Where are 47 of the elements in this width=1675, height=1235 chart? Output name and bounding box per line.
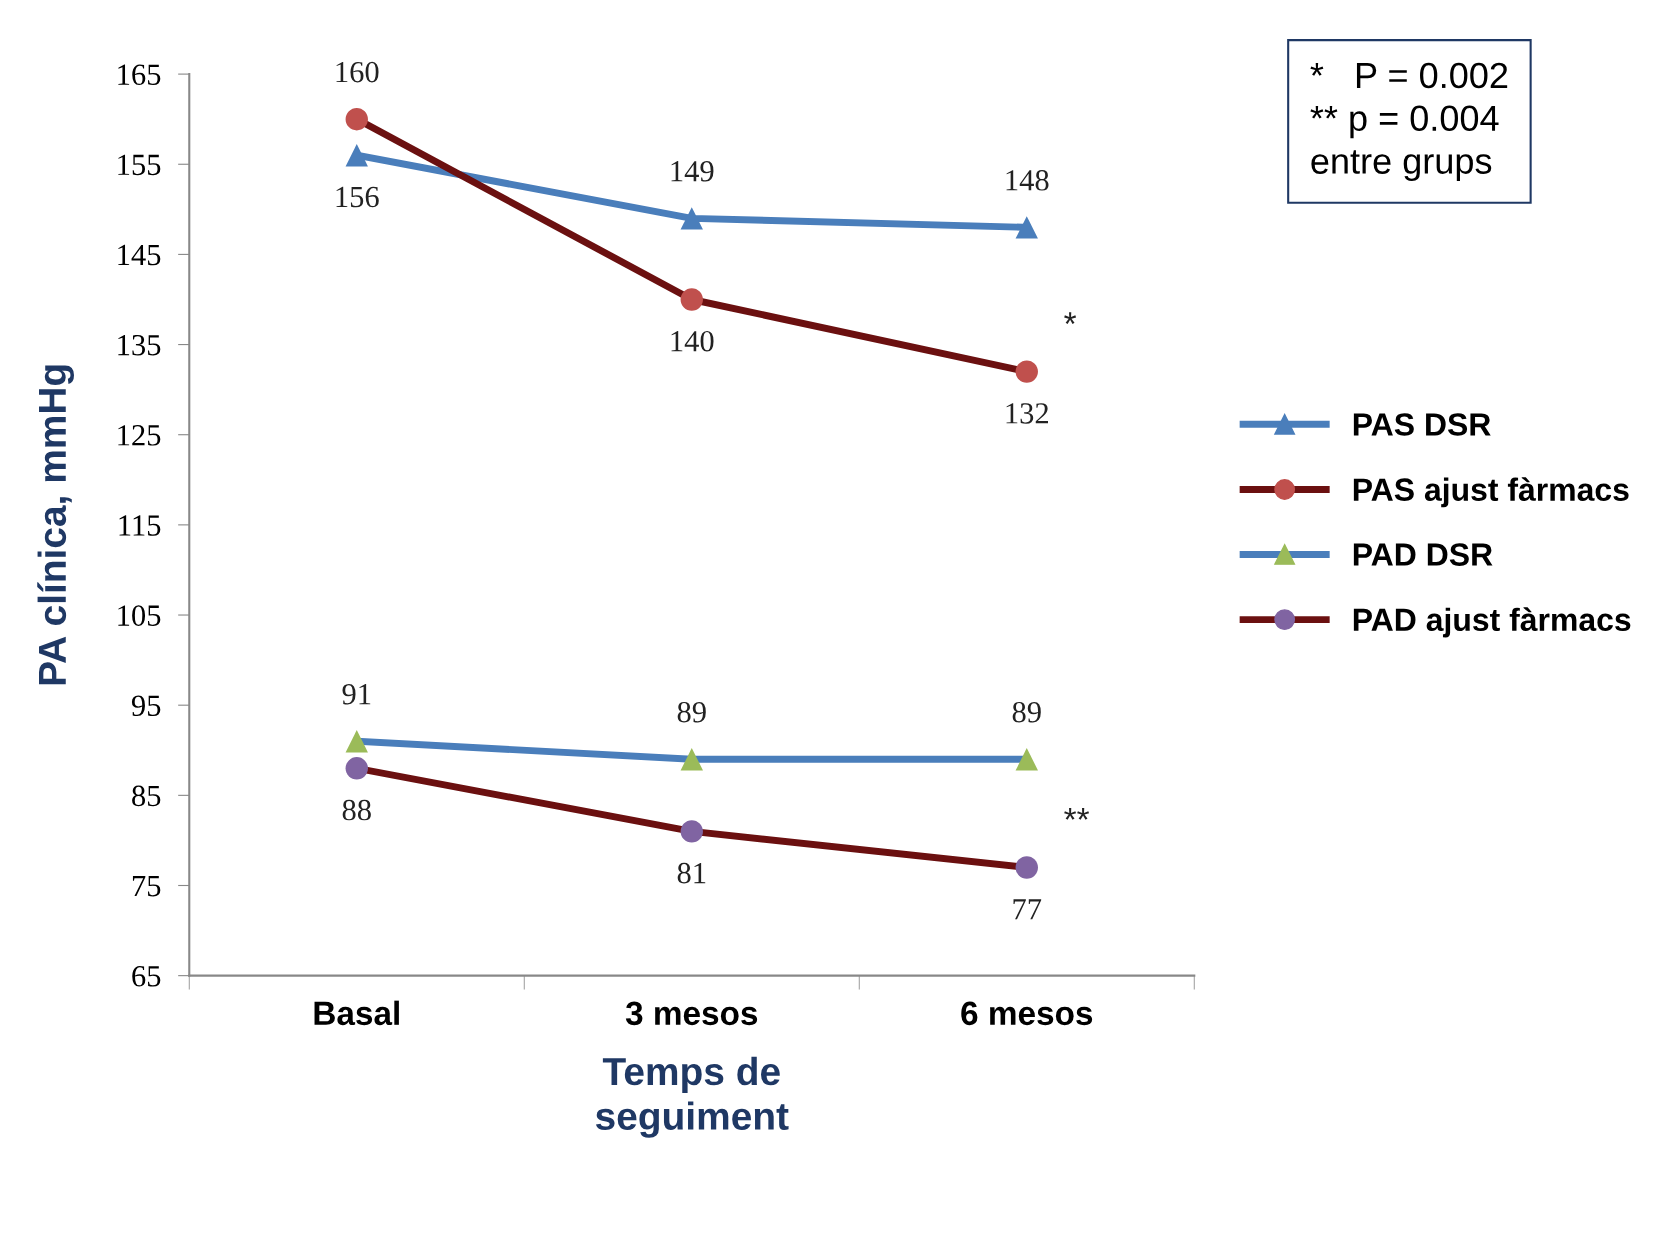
y-tick-label: 135 — [118, 334, 161, 356]
annotation: ** — [1064, 808, 1090, 820]
y-tick-label: 65 — [132, 966, 161, 987]
legend-label: PAS DSR — [1353, 413, 1491, 436]
point — [345, 107, 368, 131]
y-tick-label: 125 — [118, 425, 161, 446]
data-label: 89 — [1012, 701, 1041, 723]
data-label: 160 — [336, 61, 379, 83]
point — [1015, 216, 1038, 239]
point — [1015, 856, 1038, 879]
text: * P = 0.002 ** p = 0.004 entre grups — [1310, 62, 1508, 182]
data-label: 156 — [336, 186, 379, 208]
y-tick-label: 95 — [131, 695, 161, 717]
y-tick-label: 105 — [118, 605, 161, 626]
y-tick-label: 115 — [119, 515, 161, 536]
x-tick-label: Basal — [314, 1000, 399, 1026]
point — [345, 730, 368, 753]
point — [680, 207, 703, 230]
y-axis-title: PA clínica, mmHg — [37, 365, 74, 685]
data-label: 148 — [1006, 169, 1049, 191]
y-tick-label: 165 — [118, 64, 161, 85]
legend-label: PAD DSR — [1353, 543, 1493, 566]
data-label: 140 — [671, 330, 714, 352]
legend-label: PAS ajust fàrmacs — [1353, 477, 1629, 508]
y-tick-label: 145 — [118, 244, 161, 266]
data-label: 132 — [1006, 403, 1049, 424]
point — [345, 757, 368, 780]
point — [680, 288, 703, 311]
annotation: * — [1064, 312, 1077, 324]
x-tick-label: 3 mesos — [625, 1001, 758, 1026]
point — [1015, 748, 1038, 771]
data-label: 88 — [342, 799, 371, 821]
x-tick-label: 6 mesos — [961, 1001, 1093, 1026]
y-tick-label: 75 — [132, 876, 161, 897]
data-label: 149 — [671, 161, 714, 182]
data-label: 77 — [1013, 899, 1042, 920]
data-label: 91 — [342, 683, 371, 705]
point — [1015, 360, 1038, 383]
data-label: 89 — [677, 701, 706, 723]
data-label: 81 — [677, 862, 706, 884]
point — [345, 144, 368, 167]
point — [680, 748, 703, 771]
y-tick-label: 85 — [132, 785, 161, 807]
x-axis-title: Temps de seguiment — [595, 1056, 789, 1138]
point — [680, 820, 703, 843]
y-tick-label: 155 — [118, 154, 161, 176]
legend-label: PAD ajust fàrmacs — [1353, 607, 1631, 638]
